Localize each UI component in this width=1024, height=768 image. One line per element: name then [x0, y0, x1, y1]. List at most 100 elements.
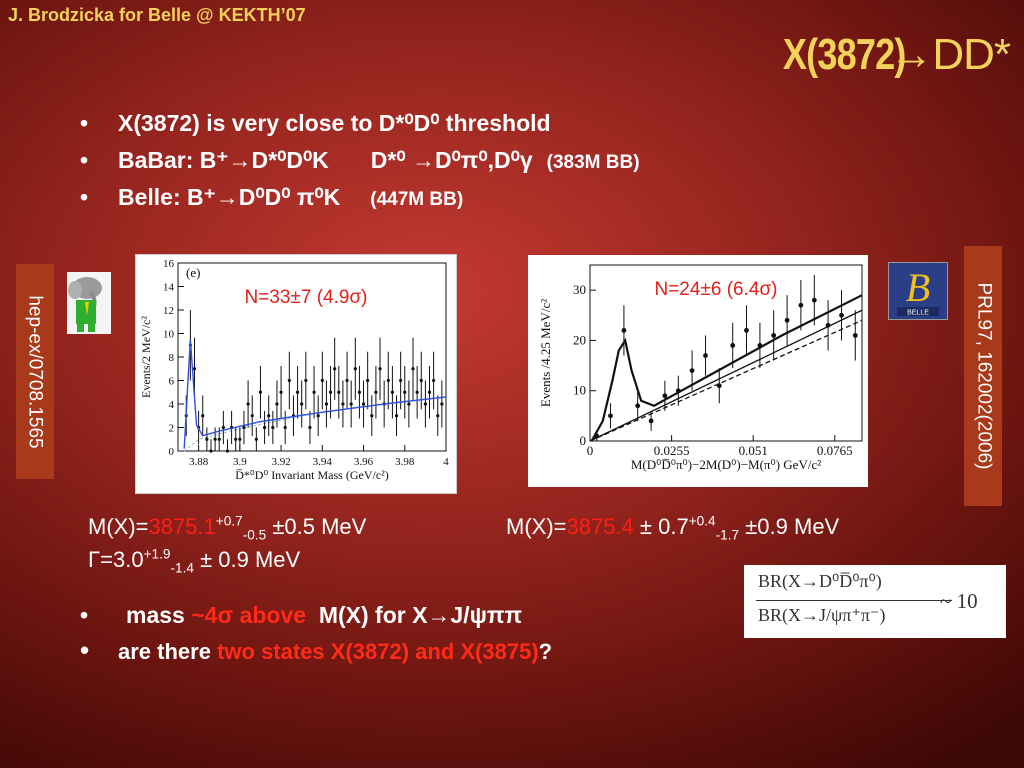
data-point: [357, 390, 362, 394]
data-point: [324, 402, 329, 406]
x-tick-label: 3.92: [271, 456, 290, 468]
data-point: [411, 367, 415, 371]
bullet-two-states-text-b: ?: [538, 639, 553, 664]
data-point: [366, 378, 370, 383]
data-point: [349, 402, 353, 406]
x-tick-label: 4: [443, 456, 449, 468]
chart-belle-svg: 0 0.0255 0.051 0.0765 0 10 20 30 M(D⁰D̅⁰π⁰)−2M(D…: [538, 264, 863, 472]
bullet-two-states: • are there two states X(3872) and X(3875…: [80, 635, 553, 676]
data-point: [246, 402, 250, 406]
data-point: [811, 297, 817, 303]
babar-mass-sup: +0.7: [215, 513, 243, 529]
data-point: [337, 390, 341, 394]
bullet-babar: • BaBar: B⁺→D*⁰D⁰K D*⁰ →D⁰π⁰,D⁰γ (383M BB): [80, 147, 640, 184]
belle-logo-text: BELLE: [907, 310, 929, 317]
data-point: [415, 390, 419, 394]
data-point: [703, 353, 708, 358]
y-tick-label: 14: [163, 282, 175, 294]
branching-ratio-box: BR(X→D⁰D̅⁰π⁰) BR(X→J/ψπ⁺π⁻) ~ 10: [744, 565, 1006, 638]
data-point: [308, 425, 312, 430]
reference-hep-ex: hep-ex/0708.1565: [16, 264, 54, 479]
data-point: [825, 322, 831, 328]
data-point: [440, 402, 444, 406]
data-point: [784, 317, 790, 323]
data-point: [254, 437, 258, 441]
panel-label: (e): [186, 265, 200, 280]
bullet-mass-text-b: M(X) for X→J/ψππ: [318, 602, 523, 628]
fit-total-line: [183, 339, 447, 449]
data-point: [353, 367, 357, 371]
data-point: [217, 437, 221, 441]
belle-logo-letter: B: [906, 265, 930, 310]
data-point: [287, 378, 291, 383]
data-point: [333, 367, 337, 371]
data-point: [407, 402, 411, 406]
x-tick-label: 0.0255: [654, 443, 690, 458]
belle-mass-sup: +0.4: [688, 513, 716, 529]
data-point: [271, 425, 275, 430]
y-tick-label: 30: [573, 282, 586, 297]
fit-dashed-line: [589, 319, 863, 442]
data-point: [378, 367, 382, 371]
data-point: [242, 425, 246, 430]
data-point: [295, 390, 300, 394]
babar-width-sup: +1.9: [143, 546, 171, 562]
yield-annotation: N=24±6 (6.4σ): [654, 279, 777, 300]
data-point: [221, 425, 225, 430]
belle-logo: B BELLE: [888, 262, 948, 320]
data-point: [399, 378, 403, 383]
data-point: [262, 425, 267, 430]
babar-width-syst: ± 0.9 MeV: [200, 547, 301, 572]
fit-background-line: [589, 309, 863, 442]
data-point: [423, 402, 427, 406]
data-point: [316, 414, 320, 418]
bullet-dot: •: [80, 602, 89, 628]
data-point: [852, 333, 858, 338]
x-tick-label: 3.96: [354, 456, 374, 468]
babar-elephant-logo: [67, 272, 111, 334]
x-tick-label: 3.9: [233, 456, 247, 468]
bullet-belle-stat: (447M BB): [370, 189, 464, 210]
babar-width-label: Γ=3.0: [88, 547, 144, 572]
belle-mass-line: M(X)=3875.4 ± 0.7+0.4-1.7 ±0.9 MeV: [506, 513, 839, 542]
x-tick-label: 0.051: [739, 443, 768, 458]
bullet-belle-main: Belle: B⁺→D⁰D⁰ π⁰K: [118, 184, 341, 210]
babar-mass-value: 3875.1: [148, 514, 216, 539]
y-tick-label: 0: [580, 433, 587, 448]
bullet-list-top: • X(3872) is very close to D*⁰D⁰ threshol…: [80, 110, 640, 221]
chart-belle: 0 0.0255 0.051 0.0765 0 10 20 30 M(D⁰D̅⁰π⁰)−2M(D…: [528, 255, 868, 487]
y-tick-label: 0: [169, 446, 175, 458]
y-tick-label: 2: [169, 423, 175, 435]
data-point: [716, 383, 722, 389]
data-point: [370, 414, 374, 418]
reference-hep-ex-text: hep-ex/0708.1565: [25, 294, 46, 449]
data-point: [390, 390, 394, 394]
author-credit: J. Brodzicka for Belle @ KEKTH’07: [8, 5, 306, 25]
data-point: [635, 403, 641, 409]
y-tick-label: 10: [163, 329, 175, 341]
data-point: [341, 402, 345, 406]
belle-mass-value: 3875.4: [566, 514, 634, 539]
y-tick-label: 10: [573, 383, 586, 398]
data-point: [662, 393, 668, 399]
bullet-mass-highlight: ~4σ above: [191, 602, 307, 628]
chart-babar-svg: 3.88 3.9 3.92 3.94 3.96 3.98 4 0 2 4 6 8 10 12 14 16 D̅*…: [139, 258, 449, 482]
fit-total-line: [590, 294, 863, 442]
belle-mass-stat: ± 0.7: [639, 514, 689, 539]
br-fraction-bar: [756, 600, 952, 601]
data-point: [328, 390, 333, 394]
br-result: ~ 10: [940, 589, 978, 613]
data-point: [201, 414, 205, 418]
x-axis-label: M(D⁰D̅⁰π⁰)−2M(D⁰)−M(π⁰) GeV/c²: [631, 457, 821, 472]
bullet-two-states-text-a: are there: [118, 639, 211, 664]
bullet-threshold: • X(3872) is very close to D*⁰D⁰ threshol…: [80, 110, 640, 147]
data-point: [771, 333, 777, 338]
babar-mass-label: M(X)=: [88, 514, 149, 539]
data-point: [436, 414, 440, 418]
data-point: [320, 378, 324, 383]
data-point: [209, 449, 213, 453]
data-point: [238, 437, 242, 441]
data-point: [419, 378, 423, 383]
y-tick-label: 8: [169, 352, 175, 364]
babar-mass-line: M(X)=3875.1+0.7-0.5 ±0.5 MeV: [88, 513, 366, 542]
